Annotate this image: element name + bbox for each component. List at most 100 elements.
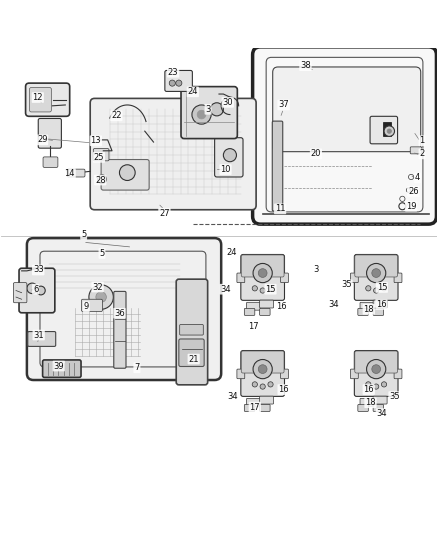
FancyBboxPatch shape [13, 282, 27, 303]
Circle shape [260, 384, 265, 389]
Circle shape [98, 175, 106, 183]
Text: 1: 1 [420, 136, 425, 146]
FancyBboxPatch shape [355, 351, 398, 373]
Text: 20: 20 [311, 149, 321, 158]
FancyBboxPatch shape [260, 405, 270, 411]
Circle shape [258, 269, 267, 277]
FancyBboxPatch shape [410, 147, 422, 154]
FancyBboxPatch shape [241, 351, 285, 397]
FancyBboxPatch shape [373, 396, 387, 404]
FancyBboxPatch shape [358, 309, 368, 316]
FancyBboxPatch shape [38, 118, 61, 148]
FancyBboxPatch shape [179, 339, 204, 367]
Text: 11: 11 [275, 204, 286, 213]
Text: 30: 30 [223, 98, 233, 107]
Circle shape [374, 384, 379, 389]
Text: 5: 5 [81, 230, 86, 239]
Circle shape [372, 365, 381, 374]
FancyBboxPatch shape [373, 300, 387, 308]
FancyBboxPatch shape [260, 309, 270, 316]
FancyBboxPatch shape [181, 87, 237, 139]
Text: 24: 24 [227, 248, 237, 256]
FancyBboxPatch shape [272, 121, 283, 211]
FancyBboxPatch shape [244, 405, 255, 411]
Circle shape [210, 103, 223, 116]
FancyBboxPatch shape [93, 149, 109, 161]
FancyBboxPatch shape [260, 396, 274, 404]
Circle shape [120, 165, 135, 181]
FancyBboxPatch shape [29, 87, 51, 112]
Text: 39: 39 [53, 361, 64, 370]
FancyBboxPatch shape [19, 268, 55, 313]
Text: 17: 17 [250, 402, 260, 411]
Circle shape [260, 288, 265, 293]
Text: 25: 25 [94, 153, 104, 162]
Text: 34: 34 [220, 285, 231, 294]
FancyBboxPatch shape [354, 254, 398, 300]
FancyBboxPatch shape [101, 159, 149, 190]
Circle shape [367, 263, 386, 282]
FancyBboxPatch shape [114, 292, 126, 368]
Circle shape [367, 359, 386, 379]
FancyBboxPatch shape [42, 360, 81, 377]
FancyBboxPatch shape [176, 279, 208, 385]
Circle shape [384, 126, 395, 136]
FancyBboxPatch shape [358, 405, 368, 411]
Text: 16: 16 [278, 385, 289, 394]
FancyBboxPatch shape [90, 99, 256, 210]
FancyBboxPatch shape [281, 369, 288, 379]
Text: 3: 3 [205, 105, 211, 114]
Text: 35: 35 [341, 280, 352, 289]
Text: 37: 37 [278, 100, 289, 109]
FancyBboxPatch shape [350, 273, 358, 282]
Text: 15: 15 [377, 283, 387, 292]
Text: 35: 35 [389, 392, 400, 401]
Circle shape [197, 110, 206, 119]
Text: 6: 6 [33, 285, 38, 294]
Circle shape [96, 292, 106, 302]
FancyBboxPatch shape [241, 351, 284, 373]
Text: 16: 16 [376, 300, 387, 309]
Circle shape [366, 382, 371, 387]
Text: 17: 17 [248, 322, 258, 331]
Circle shape [169, 80, 175, 86]
Text: 28: 28 [95, 175, 106, 184]
Text: 21: 21 [188, 354, 199, 364]
FancyBboxPatch shape [253, 47, 436, 224]
FancyBboxPatch shape [67, 169, 85, 177]
Text: 13: 13 [91, 136, 101, 146]
Circle shape [374, 288, 379, 293]
Text: 15: 15 [265, 285, 276, 294]
Text: 34: 34 [328, 300, 339, 309]
Text: 26: 26 [408, 187, 419, 196]
Text: 4: 4 [415, 173, 420, 182]
Text: 16: 16 [364, 385, 374, 394]
Text: 29: 29 [37, 135, 47, 144]
FancyBboxPatch shape [373, 405, 384, 411]
FancyBboxPatch shape [247, 398, 261, 406]
FancyBboxPatch shape [81, 299, 102, 311]
FancyBboxPatch shape [237, 273, 245, 282]
Text: 32: 32 [92, 282, 103, 292]
Text: 10: 10 [220, 165, 231, 174]
FancyBboxPatch shape [43, 157, 58, 167]
Text: 23: 23 [168, 68, 178, 77]
FancyBboxPatch shape [360, 302, 374, 310]
Text: 16: 16 [276, 302, 287, 311]
Text: 31: 31 [33, 330, 44, 340]
FancyBboxPatch shape [165, 70, 192, 92]
FancyBboxPatch shape [273, 67, 421, 152]
Text: 22: 22 [111, 111, 122, 120]
Text: 9: 9 [84, 302, 89, 311]
FancyBboxPatch shape [28, 332, 56, 346]
Circle shape [381, 286, 387, 291]
FancyBboxPatch shape [355, 255, 398, 277]
Circle shape [253, 263, 272, 282]
Circle shape [176, 80, 182, 86]
FancyBboxPatch shape [281, 273, 288, 282]
Text: 34: 34 [377, 409, 387, 418]
Text: 33: 33 [33, 265, 44, 274]
Circle shape [387, 129, 392, 133]
FancyBboxPatch shape [241, 255, 284, 277]
Circle shape [27, 283, 37, 294]
